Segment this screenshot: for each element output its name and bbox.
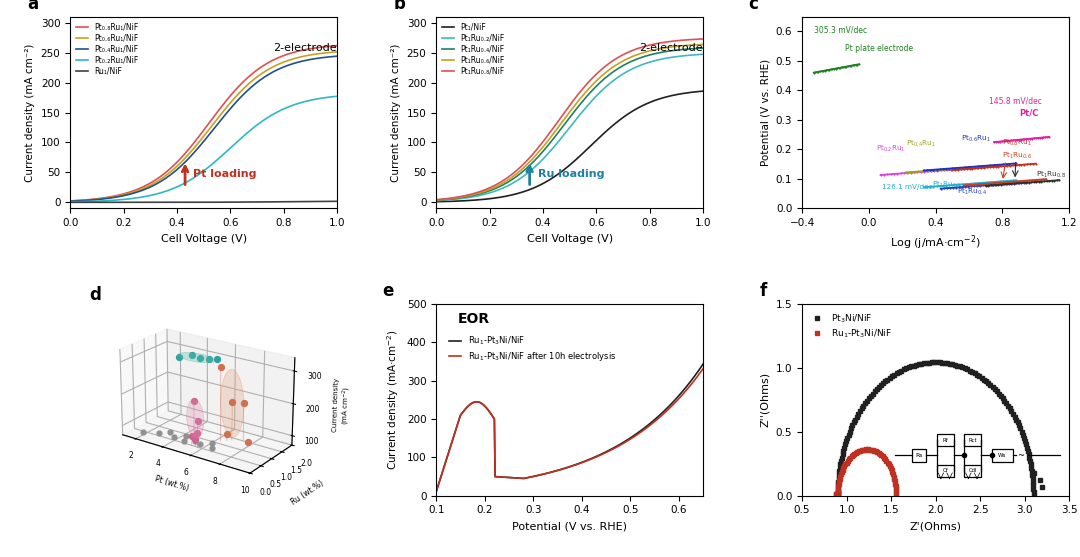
- Text: Pt$_{0.8}$Ru$_1$: Pt$_{0.8}$Ru$_1$: [1002, 138, 1032, 148]
- Y-axis label: Current density (mA cm⁻²): Current density (mA cm⁻²): [25, 43, 36, 182]
- Text: 2-electrode: 2-electrode: [273, 43, 337, 53]
- Ru$_1$-Pt$_3$Ni/NiF: [829, 491, 842, 498]
- Ru$_1$-Pt$_3$Ni/NiF: [889, 478, 902, 485]
- X-axis label: Z'(Ohms): Z'(Ohms): [909, 521, 961, 531]
- Ru$_1$-Pt$_3$Ni/NiF: [597, 449, 610, 456]
- Text: Pt$_1$Ru$_{0.4}$: Pt$_1$Ru$_{0.4}$: [957, 187, 987, 197]
- Y-axis label: Current density (mA cm⁻²): Current density (mA cm⁻²): [391, 43, 401, 182]
- Ru$_1$-Pt$_3$Ni/NiF: [536, 471, 549, 478]
- Ru$_1$-Pt$_3$Ni/NiF after 10h electrolysis: [624, 436, 637, 442]
- Ru$_1$-Pt$_3$Ni/NiF after 10h electrolysis: [597, 450, 610, 457]
- Text: f: f: [759, 282, 767, 300]
- Pt$_3$Ni/NiF: [862, 395, 875, 402]
- Line: Pt$_3$Ni/NiF: Pt$_3$Ni/NiF: [834, 360, 1044, 498]
- Ru$_1$-Pt$_3$Ni/NiF after 10h electrolysis: [697, 365, 710, 372]
- Ru$_1$-Pt$_3$Ni/NiF after 10h electrolysis: [462, 403, 475, 409]
- Ru$_1$-Pt$_3$Ni/NiF: [624, 434, 637, 441]
- Text: Pt$_{0.4}$Ru$_1$: Pt$_{0.4}$Ru$_1$: [906, 139, 935, 149]
- Y-axis label: Ru (wt.%): Ru (wt.%): [289, 478, 325, 506]
- Ru$_1$-Pt$_3$Ni/NiF: [430, 488, 443, 495]
- Text: b: b: [393, 0, 405, 13]
- Legend: Ru$_1$-Pt$_3$Ni/NiF, Ru$_1$-Pt$_3$Ni/NiF after 10h electrolysis: Ru$_1$-Pt$_3$Ni/NiF, Ru$_1$-Pt$_3$Ni/NiF…: [446, 331, 620, 366]
- Text: Pt$_1$Ru$_{0.2}$: Pt$_1$Ru$_{0.2}$: [932, 180, 962, 190]
- Pt$_3$Ni/NiF: [928, 359, 941, 365]
- Pt$_3$Ni/NiF: [973, 373, 986, 379]
- Ru$_1$-Pt$_3$Ni/NiF: [622, 436, 635, 442]
- Ru$_1$-Pt$_3$Ni/NiF: [697, 360, 710, 367]
- Text: Pt$_{0.2}$Ru$_1$: Pt$_{0.2}$Ru$_1$: [876, 144, 905, 154]
- Ru$_1$-Pt$_3$Ni/NiF: [840, 459, 853, 466]
- Legend: Pt₁/NiF, Pt₁Ru₀.₂/NiF, Pt₁Ru₀.₄/NiF, Pt₁Ru₀.₆/NiF, Pt₁Ru₀.₈/NiF: Pt₁/NiF, Pt₁Ru₀.₂/NiF, Pt₁Ru₀.₄/NiF, Pt₁…: [440, 21, 507, 78]
- Ru$_1$-Pt$_3$Ni/NiF: [872, 449, 885, 456]
- Ru$_1$-Pt$_3$Ni/NiF after 10h electrolysis: [516, 475, 529, 482]
- Text: e: e: [382, 282, 394, 300]
- Text: Ru loading: Ru loading: [538, 169, 604, 179]
- Pt$_3$Ni/NiF: [1023, 451, 1036, 457]
- Text: Pt$_1$Ru$_{0.8}$: Pt$_1$Ru$_{0.8}$: [1036, 170, 1066, 180]
- Text: Pt$_1$Ru$_{0.6}$: Pt$_1$Ru$_{0.6}$: [1002, 151, 1032, 162]
- Ru$_1$-Pt$_3$Ni/NiF: [890, 492, 903, 499]
- X-axis label: Pt (wt.%): Pt (wt.%): [153, 474, 190, 492]
- Text: 145.8 mV/dec: 145.8 mV/dec: [989, 97, 1042, 106]
- Ru$_1$-Pt$_3$Ni/NiF: [516, 475, 529, 482]
- Line: Ru$_1$-Pt$_3$Ni/NiF after 10h electrolysis: Ru$_1$-Pt$_3$Ni/NiF after 10h electrolys…: [436, 368, 703, 492]
- Y-axis label: Z''(Ohms): Z''(Ohms): [760, 373, 770, 427]
- Ru$_1$-Pt$_3$Ni/NiF: [836, 467, 849, 473]
- Pt$_3$Ni/NiF: [829, 491, 842, 498]
- Pt$_3$Ni/NiF: [832, 492, 845, 499]
- Ru$_1$-Pt$_3$Ni/NiF: [832, 492, 845, 499]
- Ru$_1$-Pt$_3$Ni/NiF after 10h electrolysis: [536, 471, 549, 478]
- Pt$_3$Ni/NiF: [856, 403, 869, 409]
- Ru$_1$-Pt$_3$Ni/NiF after 10h electrolysis: [430, 488, 443, 495]
- Y-axis label: Current density (mA·cm$^{-2}$): Current density (mA·cm$^{-2}$): [386, 330, 402, 470]
- Text: EOR: EOR: [458, 312, 489, 326]
- Ru$_1$-Pt$_3$Ni/NiF after 10h electrolysis: [622, 437, 635, 443]
- Ru$_1$-Pt$_3$Ni/NiF: [832, 482, 845, 489]
- Pt$_3$Ni/NiF: [1020, 441, 1032, 448]
- Legend: Pt$_3$Ni/NiF, Ru$_1$-Pt$_3$Ni/NiF: Pt$_3$Ni/NiF, Ru$_1$-Pt$_3$Ni/NiF: [807, 309, 895, 344]
- Text: Pt plate electrode: Pt plate electrode: [846, 43, 914, 52]
- Legend: Pt₀.₈Ru₁/NiF, Pt₀.₆Ru₁/NiF, Pt₀.₄Ru₁/NiF, Pt₀.₂Ru₁/NiF, Ru₁/NiF: Pt₀.₈Ru₁/NiF, Pt₀.₆Ru₁/NiF, Pt₀.₄Ru₁/NiF…: [75, 21, 140, 78]
- X-axis label: Cell Voltage (V): Cell Voltage (V): [161, 233, 247, 243]
- Ru$_1$-Pt$_3$Ni/NiF: [462, 403, 475, 409]
- X-axis label: Cell Voltage (V): Cell Voltage (V): [527, 233, 612, 243]
- Text: a: a: [27, 0, 39, 13]
- Text: 2-electrode: 2-electrode: [639, 43, 703, 53]
- Text: 126.1 mV/dec: 126.1 mV/dec: [882, 184, 933, 190]
- Line: Ru$_1$-Pt$_3$Ni/NiF: Ru$_1$-Pt$_3$Ni/NiF: [834, 447, 899, 498]
- Text: d: d: [89, 286, 100, 304]
- X-axis label: Potential (V vs. RHE): Potential (V vs. RHE): [512, 521, 627, 531]
- Text: Pt$_{0.6}$Ru$_1$: Pt$_{0.6}$Ru$_1$: [961, 134, 990, 144]
- Pt$_3$Ni/NiF: [1036, 483, 1049, 490]
- Text: 305.3 mV/dec: 305.3 mV/dec: [813, 26, 867, 35]
- Text: Pt/C: Pt/C: [1020, 109, 1039, 118]
- Line: Ru$_1$-Pt$_3$Ni/NiF: Ru$_1$-Pt$_3$Ni/NiF: [436, 364, 703, 492]
- Y-axis label: Potential (V vs. RHE): Potential (V vs. RHE): [760, 59, 770, 166]
- Pt$_3$Ni/NiF: [1027, 482, 1040, 488]
- Ru$_1$-Pt$_3$Ni/NiF: [862, 446, 875, 453]
- Text: Pt loading: Pt loading: [193, 169, 257, 179]
- Ru$_1$-Pt$_3$Ni/NiF: [860, 446, 873, 453]
- X-axis label: Log (j/mA·cm$^{-2}$): Log (j/mA·cm$^{-2}$): [890, 233, 981, 252]
- Text: c: c: [748, 0, 758, 13]
